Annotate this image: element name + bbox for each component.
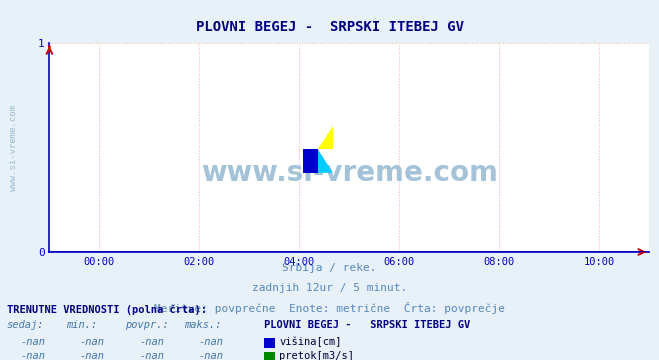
Text: povpr.:: povpr.: [125, 320, 169, 330]
Polygon shape [318, 126, 333, 149]
Text: maks.:: maks.: [185, 320, 222, 330]
Text: Meritve: povprečne  Enote: metrične  Črta: povprečje: Meritve: povprečne Enote: metrične Črta:… [154, 302, 505, 314]
Text: -nan: -nan [139, 337, 164, 347]
Text: -nan: -nan [20, 337, 45, 347]
Text: TRENUTNE VREDNOSTI (polna črta):: TRENUTNE VREDNOSTI (polna črta): [7, 304, 206, 315]
Text: Srbija / reke.: Srbija / reke. [282, 263, 377, 273]
Text: višina[cm]: višina[cm] [279, 337, 342, 347]
Polygon shape [303, 149, 318, 173]
Text: PLOVNI BEGEJ -  SRPSKI ITEBEJ GV: PLOVNI BEGEJ - SRPSKI ITEBEJ GV [196, 20, 463, 34]
Text: -nan: -nan [80, 351, 105, 360]
Text: pretok[m3/s]: pretok[m3/s] [279, 351, 355, 360]
Text: -nan: -nan [20, 351, 45, 360]
Text: -nan: -nan [198, 351, 223, 360]
Text: -nan: -nan [139, 351, 164, 360]
Polygon shape [318, 149, 333, 173]
Text: sedaj:: sedaj: [7, 320, 44, 330]
Text: -nan: -nan [198, 337, 223, 347]
Text: www.si-vreme.com: www.si-vreme.com [9, 105, 18, 190]
Text: www.si-vreme.com: www.si-vreme.com [201, 159, 498, 186]
Text: zadnjih 12ur / 5 minut.: zadnjih 12ur / 5 minut. [252, 283, 407, 293]
Text: PLOVNI BEGEJ -   SRPSKI ITEBEJ GV: PLOVNI BEGEJ - SRPSKI ITEBEJ GV [264, 320, 470, 330]
Text: -nan: -nan [80, 337, 105, 347]
Text: min.:: min.: [66, 320, 97, 330]
